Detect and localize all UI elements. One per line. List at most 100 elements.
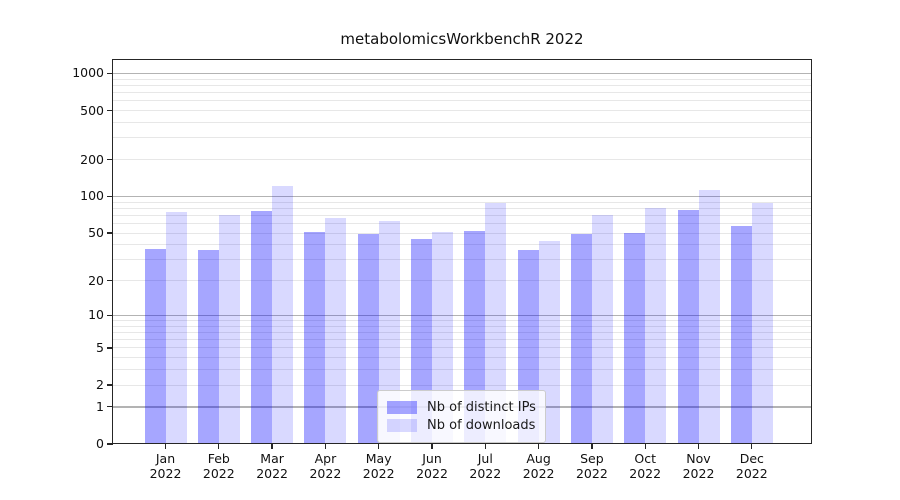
legend-swatch-distinct-ips [387,401,417,414]
y-tick-label: 100 [80,188,104,204]
x-tick-label: May 2022 [351,451,407,481]
x-tick-year: 2022 [256,466,288,481]
x-tick-month: Feb [207,451,230,466]
legend-label-distinct-ips: Nb of distinct IPs [427,400,536,415]
y-tick-label: 0 [96,436,104,451]
x-tick-month: Aug [526,451,551,466]
x-tick-label: Apr 2022 [297,451,353,481]
x-tick-month: Jun [422,451,442,466]
bar-downloads [591,214,613,444]
y-gridline-minor [113,159,811,161]
bar-distinct-ips [624,233,646,444]
y-gridline-minor [113,259,811,261]
x-tick-year: 2022 [629,466,662,481]
x-tick-mark [271,444,273,449]
legend-swatch-downloads [387,419,417,432]
x-tick-label: Feb 2022 [191,451,247,481]
y-tick-label: 10 [88,307,104,323]
bar-downloads [218,215,240,444]
y-gridline-minor [113,207,811,209]
x-tick-mark [164,444,167,449]
x-tick-mark [218,444,220,449]
x-tick-mark [697,444,700,449]
x-tick-month: May [365,451,392,466]
x-tick-mark [644,444,646,449]
legend-item-downloads: Nb of downloads [387,418,536,433]
y-tick-mark [107,158,113,161]
legend: Nb of distinct IPs Nb of downloads [377,390,546,443]
y-tick-mark [107,195,113,198]
bar-distinct-ips [357,234,379,444]
bar-distinct-ips [677,209,699,444]
y-gridline-minor [113,110,811,112]
x-tick-year: 2022 [682,466,715,481]
y-gridline-minor [113,339,811,341]
y-gridline-major [113,72,811,75]
y-tick-label: 50 [88,225,104,241]
bar-distinct-ips [144,248,166,444]
y-tick-mark [107,109,113,112]
plot-area: Nb of distinct IPs Nb of downloads [113,60,811,444]
x-tick-label: Jun 2022 [404,451,460,481]
x-tick-month: Dec [739,451,764,466]
bar-downloads [165,212,187,444]
y-tick-label: 5 [96,339,104,355]
x-tick-mark [431,444,433,449]
y-tick-mark [107,347,113,349]
y-gridline-minor [113,347,811,349]
x-tick-month: Jan [155,451,176,466]
bar-downloads [698,190,720,444]
y-tick-mark [107,443,113,445]
legend-item-distinct-ips: Nb of distinct IPs [387,400,536,415]
y-gridline-major [113,195,811,198]
x-tick-year: 2022 [735,466,768,481]
y-tick-label: 20 [88,272,104,288]
y-gridline-minor [113,137,811,139]
y-tick-label: 500 [80,102,104,118]
y-gridline-minor [113,92,811,94]
y-tick-mark [107,232,113,234]
x-tick-year: 2022 [149,466,182,481]
x-tick-month: Sep [580,451,604,466]
y-gridline-major [113,314,811,317]
x-tick-year: 2022 [309,466,342,481]
bar-downloads [645,207,667,444]
x-tick-month: Mar [260,451,284,466]
x-tick-month: Nov [686,451,711,466]
x-tick-mark [537,444,540,449]
x-tick-label: Aug 2022 [511,451,567,481]
bar-distinct-ips [730,226,752,444]
y-gridline-minor [113,84,811,86]
x-tick-year: 2022 [362,466,395,481]
x-tick-year: 2022 [522,466,555,481]
x-tick-year: 2022 [469,466,502,481]
y-tick-label: 200 [80,151,104,167]
x-tick-label: Dec 2022 [724,451,780,481]
y-gridline-minor [113,325,811,327]
y-gridline-minor [113,280,811,282]
x-tick-mark [484,444,486,449]
x-tick-mark [324,444,327,449]
x-tick-year: 2022 [202,466,235,481]
y-gridline-minor [113,369,811,371]
x-tick-mark [378,444,380,449]
y-gridline-minor [113,244,811,246]
y-gridline-minor [113,331,811,333]
bar-downloads [485,203,507,444]
y-tick-mark [107,384,113,386]
x-tick-month: Jul [477,451,493,466]
y-gridline-minor [113,122,811,123]
x-tick-mark [591,444,593,449]
chart-title: metabolomicsWorkbenchR 2022 [340,30,584,48]
x-tick-mark [751,444,753,449]
y-gridline-minor [113,357,811,359]
y-gridline-minor [113,214,811,216]
y-tick-mark [107,280,113,282]
y-tick-label: 1000 [72,65,104,81]
y-tick-mark [107,72,113,75]
x-tick-year: 2022 [575,466,608,481]
legend-label-downloads: Nb of downloads [427,418,536,433]
bar-distinct-ips [570,234,592,444]
x-tick-month: Apr [314,451,337,466]
y-gridline-minor [113,384,811,386]
